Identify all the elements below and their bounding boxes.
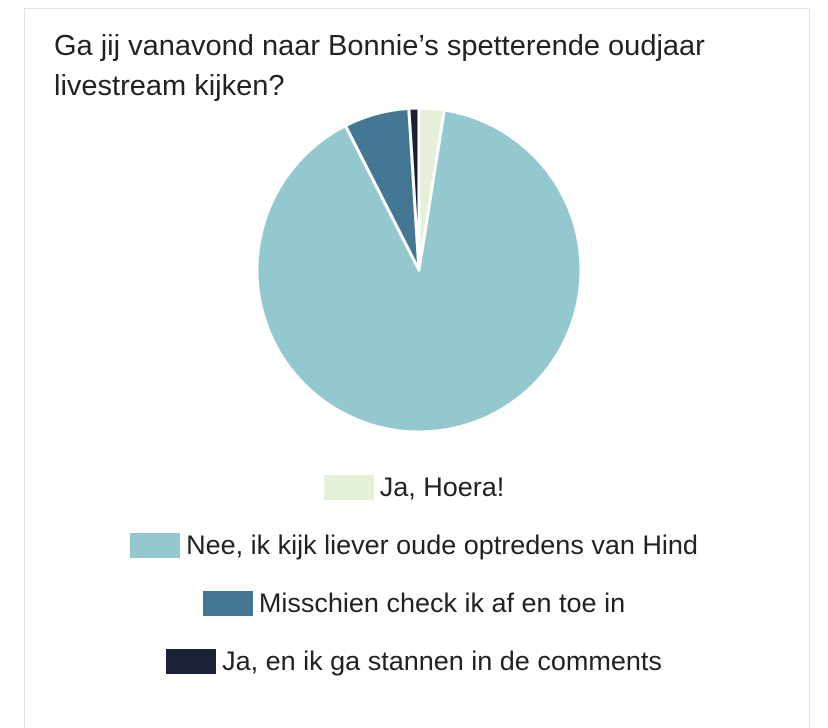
legend-item-1[interactable]: Ja, Hoera! [0,458,828,516]
legend-item-2[interactable]: Nee, ik kijk liever oude optredens van H… [0,516,828,574]
legend-swatch [323,474,374,500]
legend-label: Ja, Hoera! [379,471,505,502]
pie-chart [255,106,583,434]
pie-slice-4[interactable] [407,106,421,272]
legend-swatch [166,648,217,674]
chart-legend: Ja, Hoera! Nee, ik kijk liever oude optre… [0,458,828,690]
legend-swatch [130,532,181,558]
legend-item-3[interactable]: Misschien check ik af en toe in [0,574,828,632]
legend-label: Nee, ik kijk liever oude optredens van H… [186,529,698,560]
legend-label: Ja, en ik ga stannen in de comments [222,645,662,676]
legend-item-4[interactable]: Ja, en ik ga stannen in de comments [0,632,828,690]
chart-title: Ga jij vanavond naar Bonnie’s spetterend… [54,30,705,102]
legend-swatch [202,590,253,616]
legend-label: Misschien check ik af en toe in [258,587,626,618]
